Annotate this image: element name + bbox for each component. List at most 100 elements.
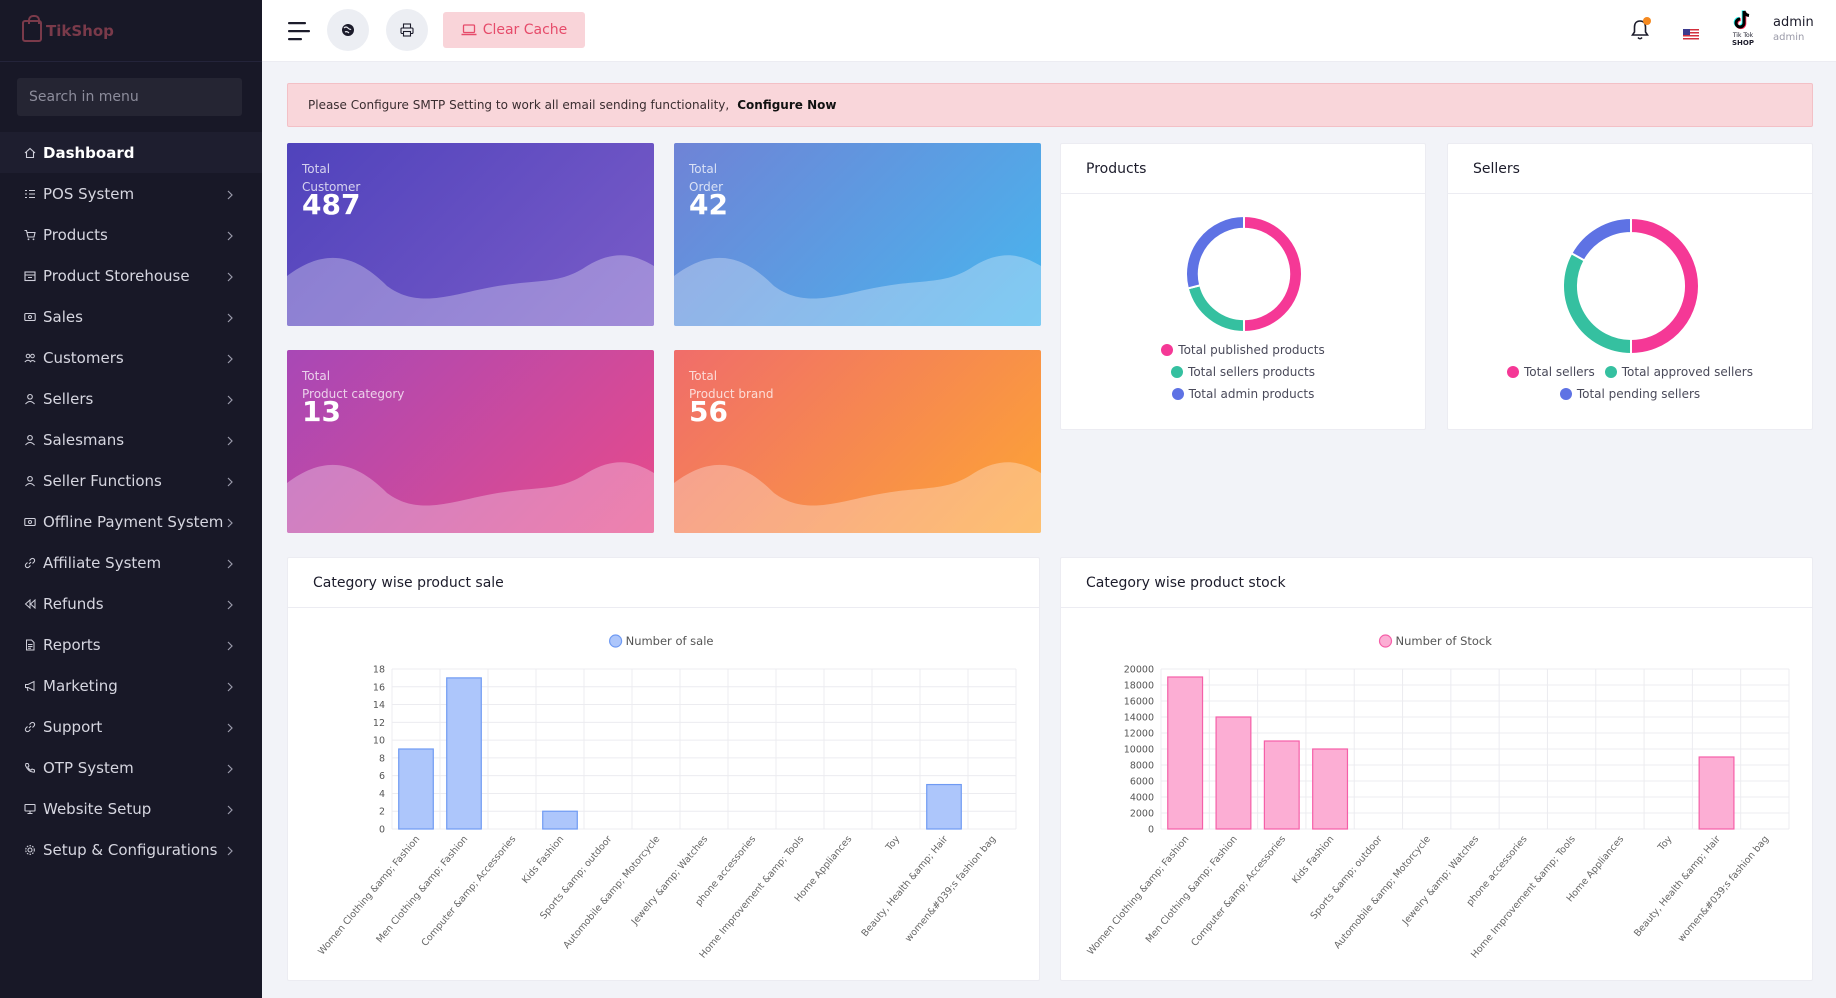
legend-item[interactable]: Total pending sellers [1559, 387, 1700, 401]
x-tick-label: Home Improvement &amp; Tools [698, 834, 807, 961]
chart-legend[interactable]: Number of Stock [1378, 634, 1493, 648]
sidebar-item-label: Refunds [43, 594, 104, 613]
stat-card-orders: Total Order 42 [674, 143, 1041, 326]
legend-item[interactable]: Total approved sellers [1604, 365, 1753, 379]
y-tick-label: 14000 [1124, 713, 1154, 724]
sidebar-item-customers[interactable]: Customers [0, 337, 262, 378]
category-sale-bar-chart: Number of sale 0 2 4 6 8 10 12 14 16 18 Women Cloth… [316, 634, 1017, 961]
bar[interactable] [1215, 716, 1252, 830]
notifications-button[interactable] [1630, 17, 1652, 43]
phone-icon [23, 762, 37, 774]
sidebar-item-dashboard[interactable]: Dashboard [0, 132, 262, 173]
donut-slice[interactable] [1630, 216, 1700, 356]
menu-toggle-button[interactable] [286, 19, 312, 43]
sidebar-item-label: Dashboard [43, 143, 135, 162]
bar[interactable] [542, 810, 578, 830]
category-stock-bar-chart: Number of Stock 0 2000 4000 6000 8000 10000 120… [1085, 634, 1790, 961]
x-tick-label: Beauty, Health &amp; Hair [1632, 834, 1723, 939]
donut-slice[interactable] [1570, 216, 1632, 262]
sidebar-item-refunds[interactable]: Refunds [0, 583, 262, 624]
legend-swatch [1604, 366, 1617, 378]
pos-print-button[interactable] [386, 9, 428, 51]
legend-item[interactable]: Total sellers [1507, 365, 1595, 379]
legend-item[interactable]: Total sellers products [1171, 365, 1315, 379]
stat-label-line-1: Total [302, 369, 331, 383]
language-switcher[interactable] [1683, 25, 1699, 40]
user-name[interactable]: admin [1773, 15, 1814, 30]
y-tick-label: 16000 [1124, 697, 1154, 708]
bar[interactable] [1312, 748, 1349, 830]
menu-search-input[interactable] [29, 89, 242, 105]
stat-label: Total Customer [302, 160, 360, 196]
sidebar-item-offline-payment-system[interactable]: Offline Payment System [0, 501, 262, 542]
chart-legend[interactable]: Number of sale [609, 634, 714, 648]
y-tick-label: 12 [373, 718, 385, 729]
sidebar-item-label: Seller Functions [43, 471, 162, 490]
stat-label-line-1: Total [689, 162, 718, 176]
sidebar-item-sales[interactable]: Sales [0, 296, 262, 337]
sidebar-item-support[interactable]: Support [0, 706, 262, 747]
donut-slice[interactable] [1243, 214, 1303, 334]
user-role: admin [1773, 32, 1805, 43]
bar[interactable] [926, 783, 962, 830]
menu-search-box[interactable] [17, 78, 242, 116]
clear-cache-label: Clear Cache [482, 22, 568, 38]
sidebar-item-otp-system[interactable]: OTP System [0, 747, 262, 788]
donut-slice[interactable] [1562, 251, 1632, 356]
sidebar-item-product-storehouse[interactable]: Product Storehouse [0, 255, 262, 296]
x-tick-label: Beauty, Health &amp; Hair [860, 834, 951, 939]
sidebar-item-sellers[interactable]: Sellers [0, 378, 262, 419]
card-title: Products [1061, 144, 1425, 194]
logo-area[interactable]: TikShop [0, 0, 262, 62]
configure-now-link[interactable]: Configure Now [737, 98, 837, 112]
x-tick-label: Men Clothing &amp; Fashion [1144, 834, 1240, 945]
chevron-right-icon [224, 720, 236, 733]
bar[interactable] [1698, 756, 1735, 830]
category-sale-card: Category wise product sale Number of sal… [287, 557, 1040, 981]
bar[interactable] [398, 748, 434, 830]
sidebar-item-products[interactable]: Products [0, 214, 262, 255]
sidebar-item-setup-configurations[interactable]: Setup & Configurations [0, 829, 262, 870]
y-tick-label: 12000 [1124, 729, 1154, 740]
sidebar-item-reports[interactable]: Reports [0, 624, 262, 665]
stat-label-line-1: Total [689, 369, 718, 383]
x-tick-label: Toy [1655, 834, 1674, 854]
donut-slice[interactable] [1186, 284, 1245, 334]
y-tick-label: 6 [379, 771, 385, 782]
sidebar-item-pos-system[interactable]: POS System [0, 173, 262, 214]
clear-cache-button[interactable]: Clear Cache [443, 12, 585, 48]
legend-item[interactable]: Total admin products [1171, 387, 1314, 401]
chevron-right-icon [224, 351, 236, 364]
y-tick-label: 8 [379, 753, 385, 764]
legend-item[interactable]: Total published products [1161, 343, 1325, 357]
sidebar-item-website-setup[interactable]: Website Setup [0, 788, 262, 829]
bar[interactable] [446, 677, 482, 830]
legend-swatch [1378, 634, 1393, 648]
donut-slice[interactable] [1185, 214, 1245, 290]
y-tick-label: 2000 [1130, 809, 1154, 820]
list-icon [23, 188, 37, 200]
tiktok-logo-text: Tik Tok [1732, 32, 1754, 39]
x-tick-label: Women Clothing &amp; Fashion [316, 834, 422, 957]
sidebar-item-salesmans[interactable]: Salesmans [0, 419, 262, 460]
browse-website-button[interactable] [327, 9, 369, 51]
y-tick-label: 2 [379, 807, 385, 818]
home-icon [23, 147, 37, 159]
logo-text: TikShop [46, 21, 114, 40]
wave-decoration [287, 462, 654, 533]
chevron-right-icon [224, 843, 236, 856]
sidebar-item-affiliate-system[interactable]: Affiliate System [0, 542, 262, 583]
sidebar-item-marketing[interactable]: Marketing [0, 665, 262, 706]
sidebar-item-seller-functions[interactable]: Seller Functions [0, 460, 262, 501]
bar[interactable] [1167, 676, 1204, 830]
bar[interactable] [1263, 740, 1300, 830]
legend-label: Total sellers products [1188, 365, 1315, 379]
logo[interactable]: TikShop [22, 14, 114, 42]
tiktok-shop-logo[interactable]: Tik Tok SHOP [1727, 9, 1759, 53]
user-icon [23, 393, 37, 405]
stat-value: 56 [689, 395, 728, 428]
tiktok-icon [1733, 10, 1750, 30]
wave-decoration [287, 255, 654, 326]
wave-decoration [674, 255, 1041, 326]
top-bar: Clear Cache Tik Tok SHOP admin admin [262, 0, 1836, 62]
